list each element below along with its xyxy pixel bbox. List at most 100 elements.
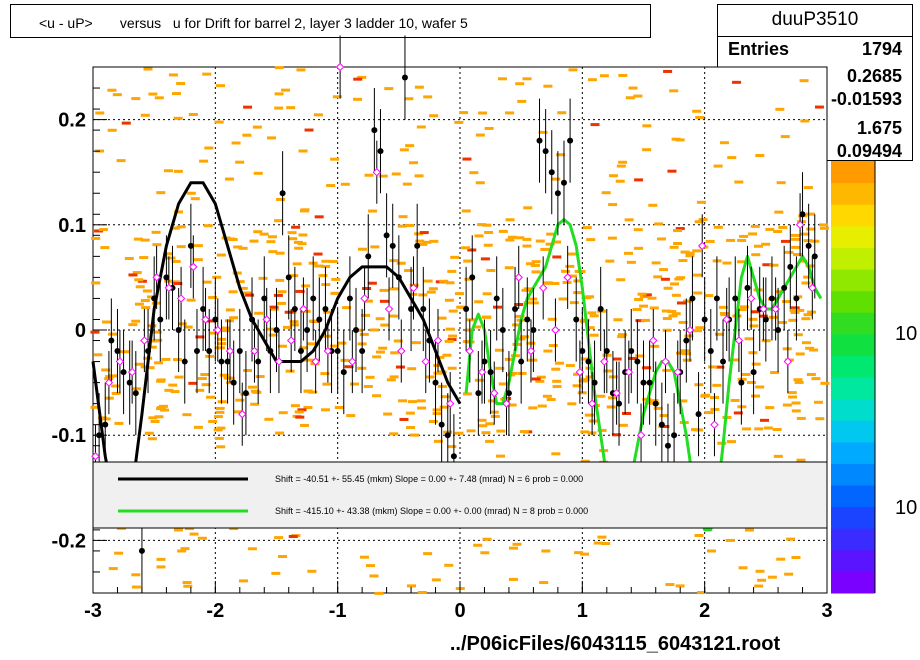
histogram-cell bbox=[659, 414, 669, 418]
histogram-cell bbox=[606, 405, 616, 409]
histogram-cell bbox=[274, 92, 284, 96]
profile-point bbox=[157, 316, 164, 323]
histogram-cell bbox=[462, 157, 472, 161]
histogram-cell bbox=[508, 371, 518, 375]
histogram-cell bbox=[173, 282, 183, 286]
histogram-cell bbox=[545, 242, 555, 246]
histogram-cell bbox=[485, 422, 495, 426]
histogram-cell bbox=[193, 425, 203, 429]
palette-swatch bbox=[831, 333, 875, 356]
profile-point bbox=[463, 305, 470, 312]
histogram-cell bbox=[183, 325, 193, 329]
histogram-cell bbox=[744, 337, 754, 341]
histogram-cell bbox=[154, 415, 164, 419]
profile-open-marker bbox=[311, 357, 320, 366]
histogram-cell bbox=[551, 367, 561, 371]
histogram-cell bbox=[517, 371, 527, 375]
histogram-cell bbox=[445, 281, 455, 285]
profile-point bbox=[695, 411, 702, 418]
histogram-cell bbox=[805, 264, 815, 268]
histogram-cell bbox=[91, 281, 101, 285]
histogram-cell bbox=[233, 410, 243, 414]
profile-open-marker bbox=[335, 62, 345, 72]
histogram-cell bbox=[216, 253, 226, 257]
histogram-cell bbox=[439, 405, 449, 409]
histogram-cell bbox=[671, 293, 681, 297]
histogram-cell bbox=[93, 353, 103, 357]
profile-point bbox=[371, 127, 378, 134]
histogram-cell bbox=[144, 431, 154, 435]
histogram-cell bbox=[543, 349, 553, 353]
histogram-cell bbox=[647, 296, 657, 300]
histogram-cell bbox=[573, 291, 583, 295]
histogram-cell bbox=[485, 439, 495, 443]
profile-point bbox=[316, 316, 323, 323]
histogram-cell bbox=[751, 310, 761, 314]
histogram-cell bbox=[722, 261, 732, 265]
palette-swatch bbox=[831, 269, 875, 292]
histogram-cell bbox=[131, 585, 141, 589]
histogram-cell bbox=[796, 416, 806, 420]
histogram-cell bbox=[298, 233, 308, 237]
histogram-cell bbox=[662, 368, 672, 372]
histogram-cell bbox=[331, 277, 341, 281]
histogram-cell bbox=[665, 583, 675, 587]
histogram-cell bbox=[472, 325, 482, 329]
histogram-cell bbox=[258, 276, 268, 280]
histogram-cell bbox=[535, 239, 545, 243]
histogram-cell bbox=[487, 399, 497, 403]
histogram-cell bbox=[402, 182, 412, 186]
histogram-cell bbox=[795, 308, 805, 312]
histogram-cell bbox=[622, 411, 632, 415]
histogram-cell bbox=[112, 93, 122, 97]
profile-open-marker bbox=[446, 399, 455, 408]
histogram-cell bbox=[671, 137, 681, 141]
histogram-cell bbox=[618, 73, 628, 77]
histogram-cell bbox=[173, 210, 183, 214]
histogram-cell bbox=[289, 323, 299, 327]
histogram-cell bbox=[599, 74, 609, 78]
profile-point bbox=[285, 274, 292, 281]
profile-point bbox=[346, 295, 353, 302]
histogram-cell bbox=[574, 551, 584, 555]
histogram-cell bbox=[733, 411, 743, 415]
profile-open-marker bbox=[189, 262, 198, 272]
profile-point bbox=[249, 316, 256, 323]
profile-open-marker bbox=[526, 346, 536, 356]
histogram-cell bbox=[278, 555, 288, 559]
histogram-cell bbox=[546, 398, 556, 402]
histogram-cell bbox=[425, 375, 435, 379]
profile-point bbox=[762, 316, 769, 323]
histogram-cell bbox=[365, 375, 375, 379]
histogram-cell bbox=[474, 378, 484, 382]
histogram-cell bbox=[268, 333, 278, 337]
palette-label: 10 bbox=[895, 497, 917, 519]
histogram-cell bbox=[462, 392, 472, 396]
histogram-cell bbox=[536, 375, 546, 379]
histogram-cell bbox=[173, 528, 183, 532]
profile-point bbox=[163, 274, 170, 281]
histogram-cell bbox=[289, 320, 299, 324]
histogram-cell bbox=[726, 238, 736, 242]
profile-point bbox=[224, 358, 231, 365]
histogram-cell bbox=[152, 330, 162, 334]
histogram-cell bbox=[368, 209, 378, 213]
x-tick-label: 2 bbox=[699, 600, 710, 622]
histogram-cell bbox=[482, 537, 492, 541]
histogram-cell bbox=[661, 309, 671, 313]
histogram-cell bbox=[429, 239, 439, 243]
histogram-cell bbox=[800, 232, 810, 236]
histogram-cell bbox=[156, 557, 166, 561]
histogram-cell bbox=[353, 77, 363, 81]
histogram-cell bbox=[814, 105, 824, 109]
histogram-cell bbox=[440, 395, 450, 399]
palette-swatch bbox=[831, 355, 875, 378]
histogram-cell bbox=[734, 180, 744, 184]
histogram-cell bbox=[208, 295, 218, 299]
profile-point bbox=[805, 242, 812, 249]
histogram-cell bbox=[639, 304, 649, 308]
profile-point bbox=[787, 263, 794, 270]
histogram-cell bbox=[509, 546, 519, 550]
histogram-cell bbox=[725, 538, 735, 542]
histogram-cell bbox=[608, 203, 618, 207]
